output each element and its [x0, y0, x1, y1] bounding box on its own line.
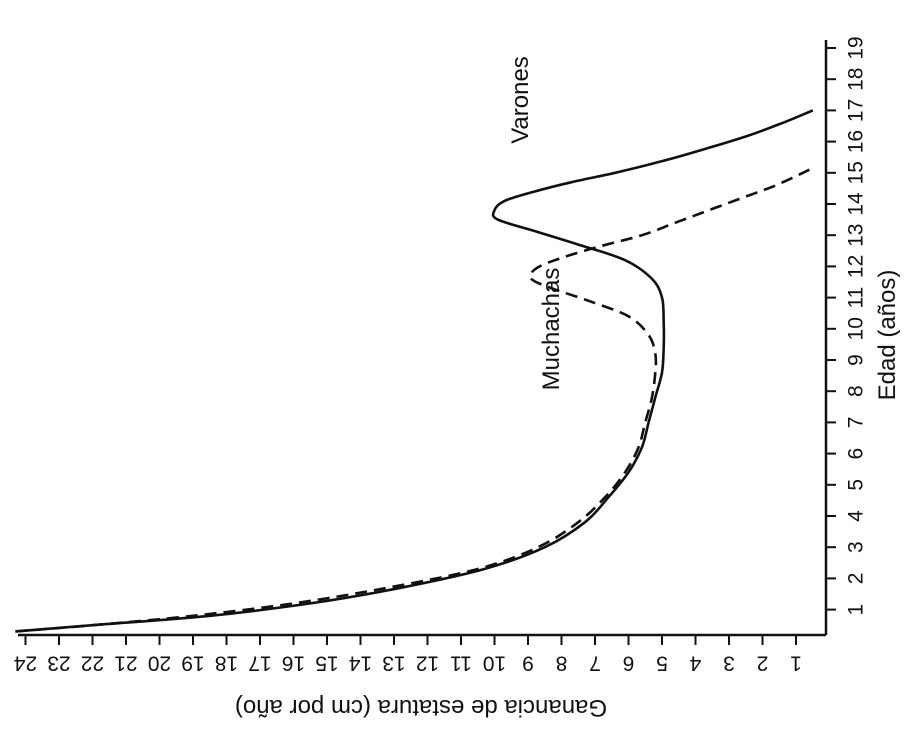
- y-tick-label: 12: [416, 651, 439, 674]
- x-tick-label: 9: [845, 354, 868, 366]
- x-tick-label: 5: [845, 479, 868, 491]
- x-tick-label: 6: [845, 448, 868, 460]
- x-tick-label: 12: [845, 255, 868, 278]
- y-tick-label: 8: [556, 651, 568, 674]
- y-tick-label: 17: [248, 651, 271, 674]
- series-line-varones: [15, 109, 814, 633]
- y-tick-label: 9: [522, 651, 534, 674]
- x-tick-label: 19: [845, 36, 868, 59]
- y-tick-label: 6: [623, 651, 635, 674]
- y-tick-label: 4: [689, 651, 701, 674]
- y-axis-label: Ganancia de estatura (cm por año): [235, 694, 607, 721]
- ticks: 1234567891011121314151617181912345678910…: [14, 36, 868, 674]
- axes: [18, 40, 828, 637]
- y-tick-label: 22: [81, 651, 104, 674]
- y-tick-label: 7: [589, 651, 601, 674]
- series-line-muchachas: [15, 168, 810, 633]
- y-tick-label: 16: [282, 651, 305, 674]
- y-tick-label: 20: [148, 651, 171, 674]
- x-tick-label: 17: [845, 99, 868, 122]
- y-tick-label: 15: [315, 651, 338, 674]
- y-tick-label: 24: [14, 651, 38, 674]
- y-tick-label: 5: [656, 651, 668, 674]
- series-label-varones: Varones: [507, 56, 534, 144]
- x-tick-label: 2: [845, 573, 868, 585]
- y-tick-label: 3: [723, 651, 735, 674]
- y-tick-label: 19: [181, 651, 204, 674]
- x-tick-label: 8: [845, 385, 868, 397]
- x-tick-label: 4: [845, 510, 868, 522]
- y-tick-label: 1: [790, 651, 802, 674]
- x-tick-label: 14: [845, 192, 868, 216]
- y-tick-label: 11: [450, 651, 472, 674]
- x-tick-label: 11: [845, 287, 868, 309]
- labels: Edad (años) Ganancia de estatura (cm por…: [235, 56, 901, 721]
- y-tick-label: 18: [215, 651, 238, 674]
- y-tick-label: 13: [382, 651, 405, 674]
- y-tick-label: 14: [349, 651, 373, 674]
- y-tick-label: 2: [757, 651, 769, 674]
- x-tick-label: 1: [845, 604, 868, 616]
- x-tick-label: 16: [845, 130, 868, 153]
- y-tick-label: 10: [483, 651, 506, 674]
- x-tick-label: 15: [845, 161, 868, 184]
- y-tick-label: 21: [114, 651, 137, 674]
- x-axis-label: Edad (años): [874, 270, 901, 401]
- x-tick-label: 10: [845, 317, 868, 340]
- x-tick-label: 3: [845, 541, 868, 553]
- y-tick-label: 23: [47, 651, 70, 674]
- series: [15, 109, 814, 633]
- series-label-muchachas: Muchachas: [538, 268, 565, 391]
- x-tick-label: 7: [845, 417, 868, 429]
- x-tick-label: 18: [845, 68, 868, 91]
- x-tick-label: 13: [845, 224, 868, 247]
